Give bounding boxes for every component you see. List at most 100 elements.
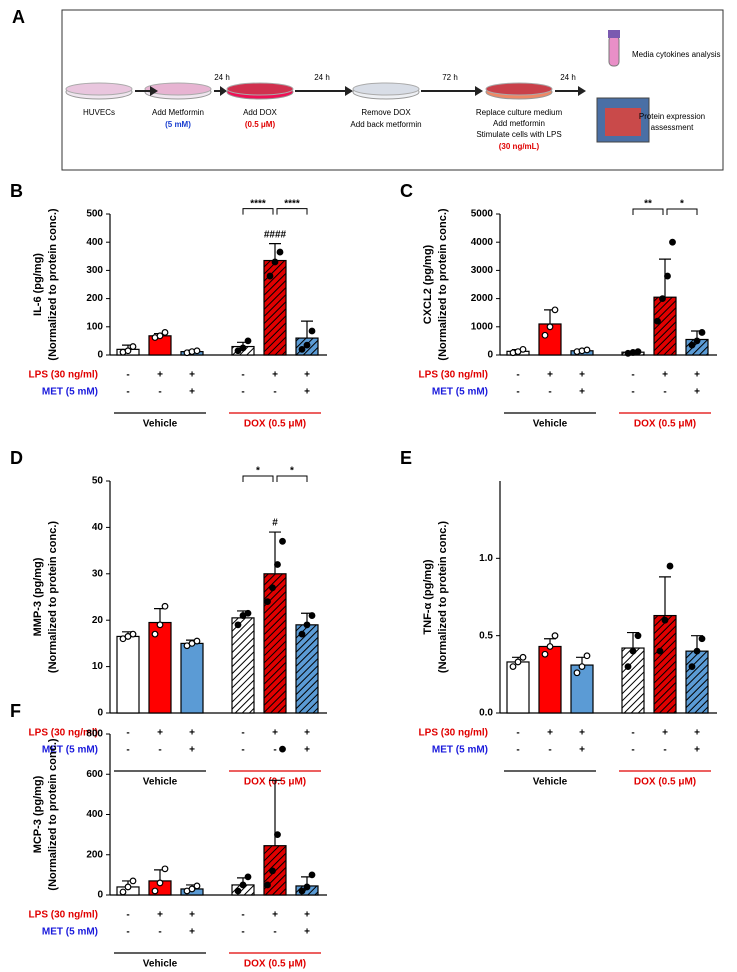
y-tick-label: 10 — [92, 661, 104, 672]
group-label: DOX (0.5 μM) — [634, 419, 696, 430]
step-text: HUVECs — [83, 108, 115, 117]
condition-sign: - — [126, 927, 129, 938]
significance-bracket — [242, 475, 274, 482]
step-text: Protein expression — [639, 112, 705, 121]
y-tick-label: 400 — [86, 237, 103, 248]
condition-label: MET (5 mM) — [42, 745, 98, 756]
data-point — [698, 635, 706, 643]
step-text: Add Metformin — [152, 108, 204, 117]
step-text: Stimulate cells with LPS — [476, 130, 561, 139]
y-tick-label: 0 — [97, 890, 103, 901]
data-point — [298, 630, 306, 638]
data-point — [693, 337, 701, 345]
condition-label: LPS (30 ng/ml) — [29, 728, 98, 739]
condition-label: MET (5 mM) — [42, 927, 98, 938]
condition-sign: + — [189, 910, 195, 921]
data-point — [264, 881, 271, 889]
y-tick-label: 0 — [97, 350, 103, 361]
data-point — [654, 317, 661, 325]
data-point — [193, 882, 201, 890]
data-point — [308, 612, 316, 619]
condition-sign: - — [631, 728, 634, 739]
group-label: DOX (0.5 μM) — [244, 959, 306, 970]
y-tick-label: 1000 — [471, 321, 494, 332]
condition-sign: - — [126, 728, 129, 739]
data-point — [551, 306, 559, 314]
group-label: DOX (0.5 μM) — [244, 419, 306, 430]
data-point — [664, 272, 671, 280]
data-point — [274, 561, 281, 568]
data-point — [156, 879, 164, 887]
data-point — [151, 630, 159, 638]
data-point — [161, 602, 169, 610]
data-point — [119, 888, 127, 896]
data-point — [234, 887, 242, 895]
bar — [506, 661, 530, 714]
significance-label: **** — [250, 198, 266, 209]
data-point — [303, 621, 311, 629]
dishes — [65, 30, 650, 143]
error-bar — [301, 320, 313, 339]
significance-bracket — [666, 208, 698, 215]
y-axis-label: MCP-3 (pg/mg) — [32, 775, 44, 853]
step-text: Remove DOX — [361, 108, 411, 117]
data-point — [264, 598, 271, 606]
data-point — [659, 295, 666, 303]
group-label: Vehicle — [533, 419, 568, 430]
annotation: # — [272, 518, 278, 529]
bar — [685, 650, 709, 714]
y-tick-label: 1.0 — [479, 553, 493, 564]
condition-sign: - — [126, 387, 129, 398]
step-text: (30 ng/mL) — [499, 142, 540, 151]
condition-sign: + — [189, 370, 195, 381]
data-point — [274, 831, 281, 839]
data-point — [583, 346, 591, 354]
data-point — [193, 637, 201, 645]
data-point — [129, 877, 137, 885]
data-point — [161, 329, 169, 336]
data-point — [634, 632, 642, 640]
panel-label: C — [400, 181, 413, 201]
step-text: Replace culture medium — [476, 108, 563, 117]
condition-sign: + — [694, 728, 700, 739]
data-point — [239, 881, 247, 889]
data-point — [634, 348, 642, 356]
condition-label: LPS (30 ng/ml) — [29, 370, 98, 381]
condition-sign: + — [547, 370, 553, 381]
data-point — [688, 663, 696, 670]
group-label: Vehicle — [143, 777, 178, 788]
data-point — [698, 329, 706, 336]
data-point — [239, 344, 247, 352]
y-tick-label: 0.5 — [479, 630, 493, 641]
condition-sign: + — [579, 370, 585, 381]
panel-label: E — [400, 448, 412, 468]
condition-sign: - — [516, 745, 519, 756]
data-point — [234, 347, 242, 355]
significance-label: ** — [644, 199, 652, 210]
condition-sign: + — [694, 387, 700, 398]
data-point — [519, 345, 527, 353]
y-axis-label: (Normalized to protein conc.) — [437, 208, 449, 361]
data-point — [124, 883, 132, 891]
bar — [295, 624, 319, 714]
condition-sign: - — [273, 745, 276, 756]
data-point — [656, 647, 664, 655]
y-axis-label: (Normalized to protein conc.) — [47, 738, 59, 891]
condition-sign: - — [158, 745, 161, 756]
condition-sign: - — [631, 370, 634, 381]
data-point — [624, 663, 632, 670]
bar — [621, 647, 645, 714]
error-bar — [154, 608, 166, 623]
condition-sign: + — [272, 370, 278, 381]
y-axis-label: CXCL2 (pg/mg) — [422, 244, 434, 324]
condition-sign: + — [694, 745, 700, 756]
condition-sign: - — [273, 927, 276, 938]
y-tick-label: 500 — [86, 209, 103, 220]
data-point — [666, 562, 674, 570]
data-point — [578, 663, 586, 670]
step-text: Media cytokines analysis — [632, 50, 720, 59]
condition-sign: - — [548, 745, 551, 756]
condition-sign: + — [304, 370, 310, 381]
significance-bracket — [632, 208, 664, 215]
